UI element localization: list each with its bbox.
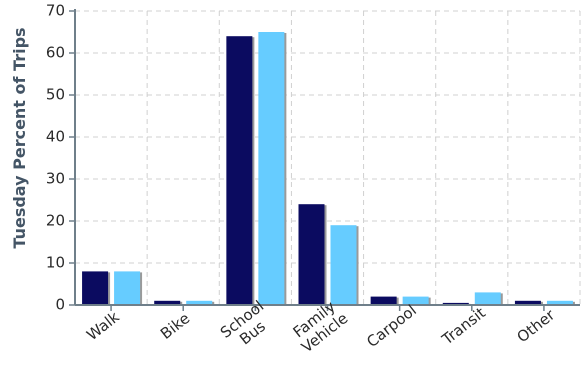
bar [186,300,213,305]
bar [442,302,469,305]
y-tick-label: 10 [46,254,65,272]
y-tick-labels: 0 10 20 30 40 50 60 70 [46,2,65,314]
bar [330,225,357,305]
y-tick-label: 70 [46,2,65,20]
y-tick-label: 20 [46,212,65,230]
x-tick-label-line: Other [514,305,559,346]
bar [154,300,181,305]
x-tick-label-line: Transit [438,304,489,349]
y-tick-label: 40 [46,128,65,146]
x-tick-label-line: Carpool [363,301,420,351]
x-tick-label-line: Walk [83,308,123,344]
y-tick-label: 60 [46,44,65,62]
bar [546,300,573,305]
bar [258,32,285,305]
bar [82,271,109,305]
bar [514,300,541,305]
x-tick-label: Transit [438,304,489,349]
bar [370,296,397,305]
bar [402,296,429,305]
bar [298,204,325,305]
bars [82,32,575,305]
axes [69,9,580,311]
bar [474,292,501,305]
y-tick-label: 30 [46,170,65,188]
grid [75,10,581,305]
bar [226,36,253,305]
x-tick-label: Walk [83,308,123,344]
bar [114,271,141,305]
x-tick-label: Carpool [363,301,420,351]
y-axis-label: Tuesday Percent of Trips [10,27,29,248]
x-tick-label-line: Bike [157,309,193,343]
x-tick-label: Other [514,305,559,346]
y-tick-label: 0 [55,296,65,314]
y-tick-label: 50 [46,86,65,104]
x-tick-label: Bike [157,309,193,343]
